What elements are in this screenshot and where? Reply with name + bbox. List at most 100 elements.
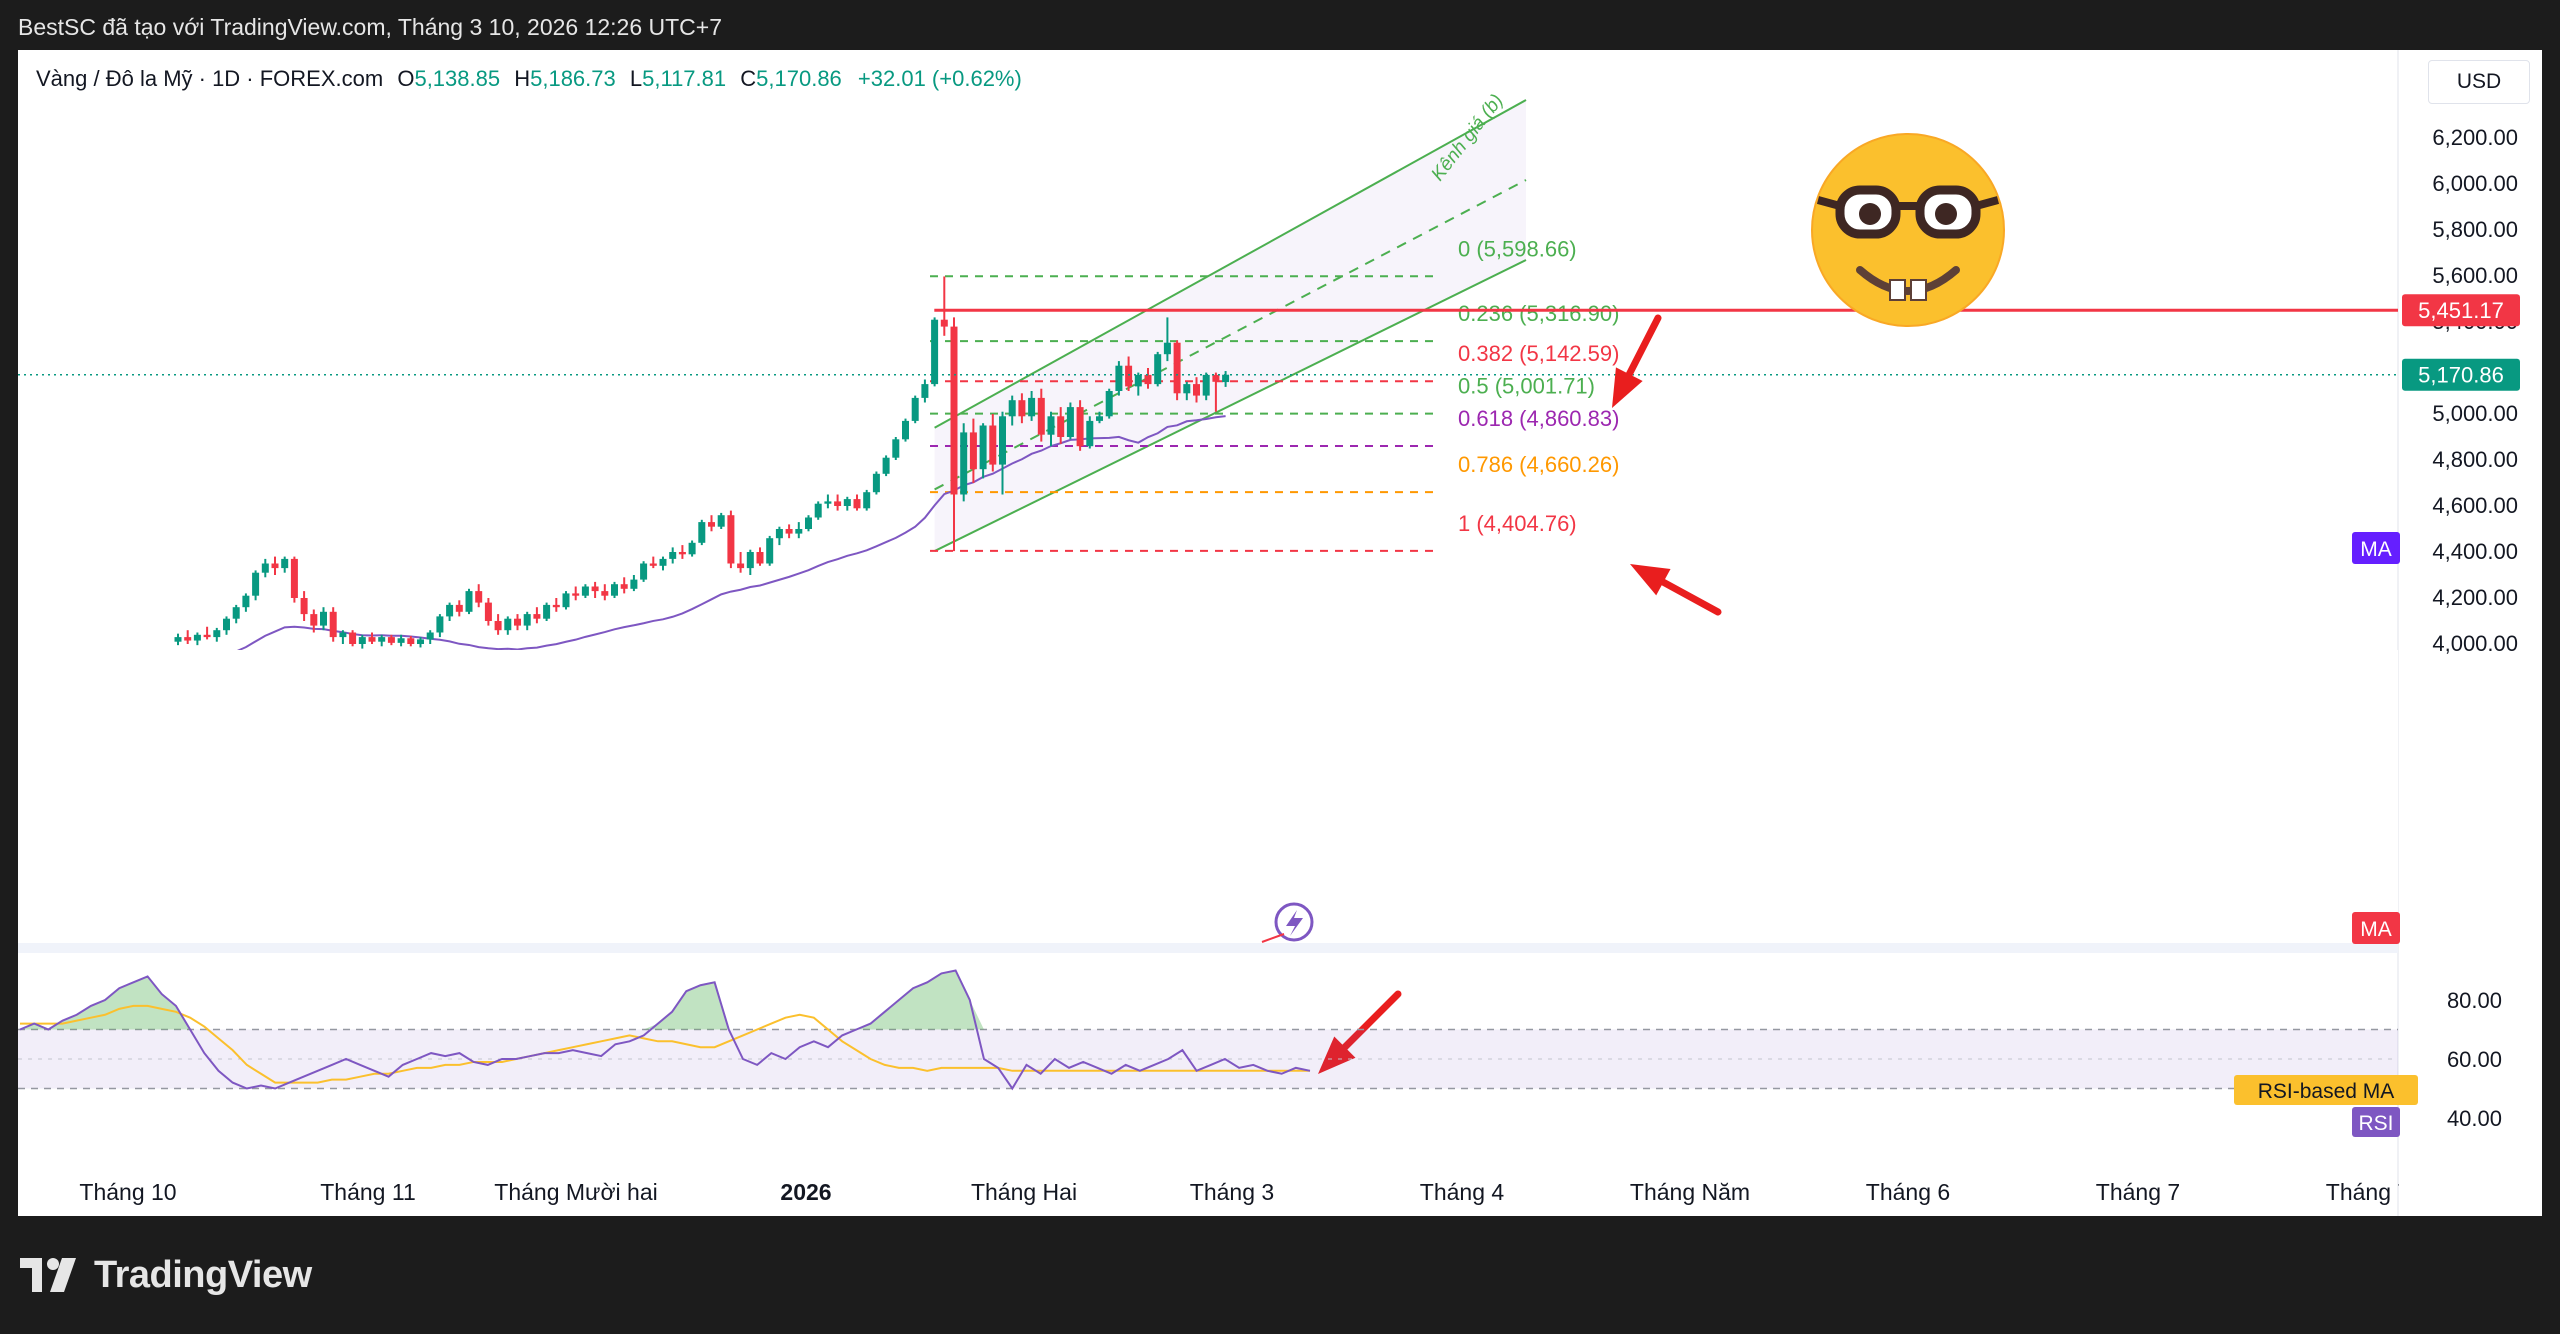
candle: [290, 556, 298, 603]
candle: [358, 634, 366, 649]
time-axis-label: Tháng 11: [320, 1179, 415, 1205]
candle: [698, 519, 706, 546]
change-value: +32.01 (+0.62%): [857, 66, 1022, 91]
candle: [310, 609, 318, 633]
nerd-face: [1812, 134, 2004, 326]
candle-body: [892, 439, 900, 458]
resistance-price-badge-bg: [2402, 294, 2520, 327]
candle-body: [853, 499, 861, 509]
chart-panel[interactable]: 6,200.006,000.005,800.005,600.005,400.00…: [18, 50, 2542, 1216]
candle: [630, 575, 638, 592]
candle: [834, 494, 842, 511]
candle: [940, 276, 948, 336]
candle: [756, 547, 764, 566]
candle-body: [417, 639, 424, 644]
rsi-ma-badge-text: RSI-based MA: [2258, 1080, 2395, 1103]
candle-body: [737, 563, 745, 569]
candle-body: [562, 593, 570, 608]
candle-body: [368, 637, 376, 642]
candle: [708, 515, 715, 532]
candle: [387, 634, 395, 646]
annotation-arrow-resistance-head: [1612, 367, 1643, 408]
price-tick-label: 6,200.00: [2432, 125, 2518, 150]
candle: [1163, 317, 1171, 362]
candle: [999, 411, 1006, 495]
chart-canvas[interactable]: 6,200.006,000.005,800.005,600.005,400.00…: [18, 50, 2542, 1216]
candle: [824, 494, 832, 509]
candle-body: [678, 552, 686, 555]
candle: [436, 614, 444, 638]
close-label: C: [740, 66, 757, 91]
annotation-arrow-resistance: [1612, 314, 1662, 408]
candle: [300, 591, 308, 621]
candle-body: [688, 542, 696, 555]
candle: [494, 614, 502, 635]
price-tick-label: 4,600.00: [2432, 493, 2518, 518]
annotation-arrow-resistance-shaft: [1625, 314, 1662, 378]
candle: [368, 632, 376, 644]
candle: [465, 588, 473, 615]
candle: [1086, 416, 1094, 449]
candle: [911, 395, 919, 424]
annotation-arrow-fib: [1630, 564, 1722, 616]
nerd-face-rim: [1811, 133, 2005, 327]
candle-body: [1222, 374, 1230, 383]
time-axis-mask: [2399, 1170, 2542, 1216]
candle-body: [969, 432, 977, 470]
candle-body: [174, 637, 182, 642]
candle-body: [271, 563, 279, 569]
candle: [814, 501, 822, 520]
candle-body: [310, 614, 318, 626]
candle-body: [436, 616, 444, 633]
candle: [669, 547, 677, 564]
candle: [339, 630, 347, 644]
candle-body: [281, 558, 289, 569]
candle-body: [921, 384, 929, 398]
candle: [1193, 377, 1200, 403]
candle: [281, 556, 289, 573]
candle-body: [358, 637, 366, 644]
candle-body: [184, 637, 192, 641]
tradingview-logo-icon: [20, 1258, 76, 1292]
fib-level-label: 0.236 (5,316.90): [1458, 301, 1619, 326]
candles-group: [174, 276, 1230, 649]
candle: [1222, 371, 1230, 387]
candle: [407, 635, 415, 647]
ma-badge-text: MA: [2360, 538, 2392, 561]
candle: [1096, 411, 1103, 424]
candle-body: [223, 618, 230, 631]
candle-body: [426, 632, 434, 640]
last-price-badge-bg: [2402, 358, 2520, 391]
candle-body: [611, 584, 618, 596]
candle: [659, 556, 667, 571]
candle-body: [746, 552, 754, 569]
rsi-ma-line: [20, 1004, 1310, 1084]
candle-body: [766, 538, 774, 564]
rsi-tick-label: 80.00: [2447, 988, 2502, 1013]
candle-body: [931, 319, 939, 385]
eye-left: [1859, 203, 1881, 225]
candle: [678, 545, 686, 559]
candle-body: [446, 604, 454, 617]
candle-body: [290, 558, 298, 598]
currency-button[interactable]: USD: [2428, 60, 2530, 104]
channel-upper-line: [934, 99, 1527, 429]
annotation-arrow-rsi-shaft: [1341, 990, 1402, 1051]
candle: [591, 581, 599, 598]
candle-body: [543, 604, 551, 619]
time-axis-label: Tháng Mười hai: [494, 1179, 657, 1205]
pane-separator-top: [18, 943, 2398, 953]
candle: [1144, 368, 1152, 389]
time-axis-label: Tháng 3: [1190, 1179, 1274, 1205]
candle: [1115, 361, 1123, 396]
candle: [1018, 393, 1026, 424]
candle-body: [475, 591, 483, 603]
candle-body: [911, 397, 919, 421]
candle: [611, 581, 618, 598]
ma-badge-lower: MA: [2352, 912, 2400, 944]
candle: [572, 586, 580, 601]
symbol-label[interactable]: Vàng / Đô la Mỹ · 1D · FOREX.com: [36, 66, 384, 91]
candle: [329, 607, 337, 642]
tradingview-brand[interactable]: TradingView: [20, 1253, 312, 1297]
eye-right: [1935, 203, 1957, 225]
